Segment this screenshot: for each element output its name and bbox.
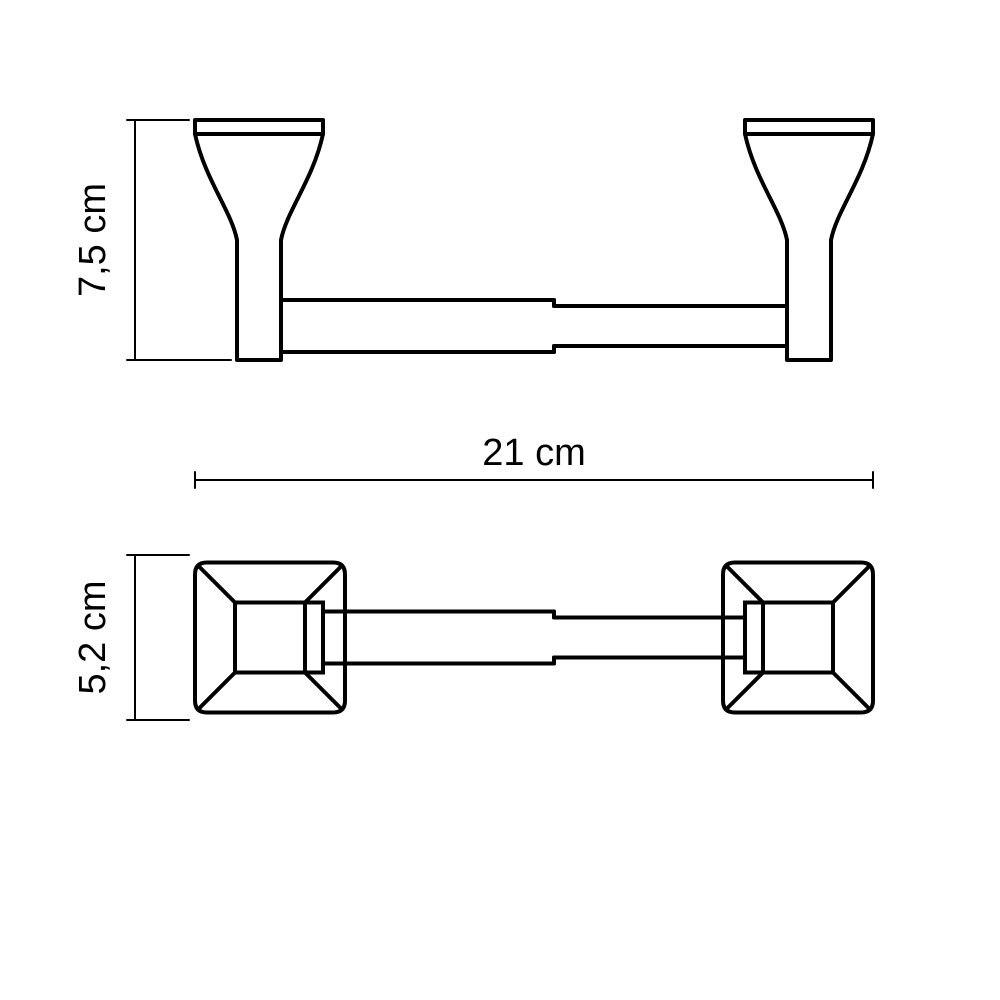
dim-label-height-bottom: 5,2 cm bbox=[72, 580, 114, 694]
dim-label-height-top: 7,5 cm bbox=[72, 183, 114, 297]
dim-label-width: 21 cm bbox=[482, 432, 585, 474]
